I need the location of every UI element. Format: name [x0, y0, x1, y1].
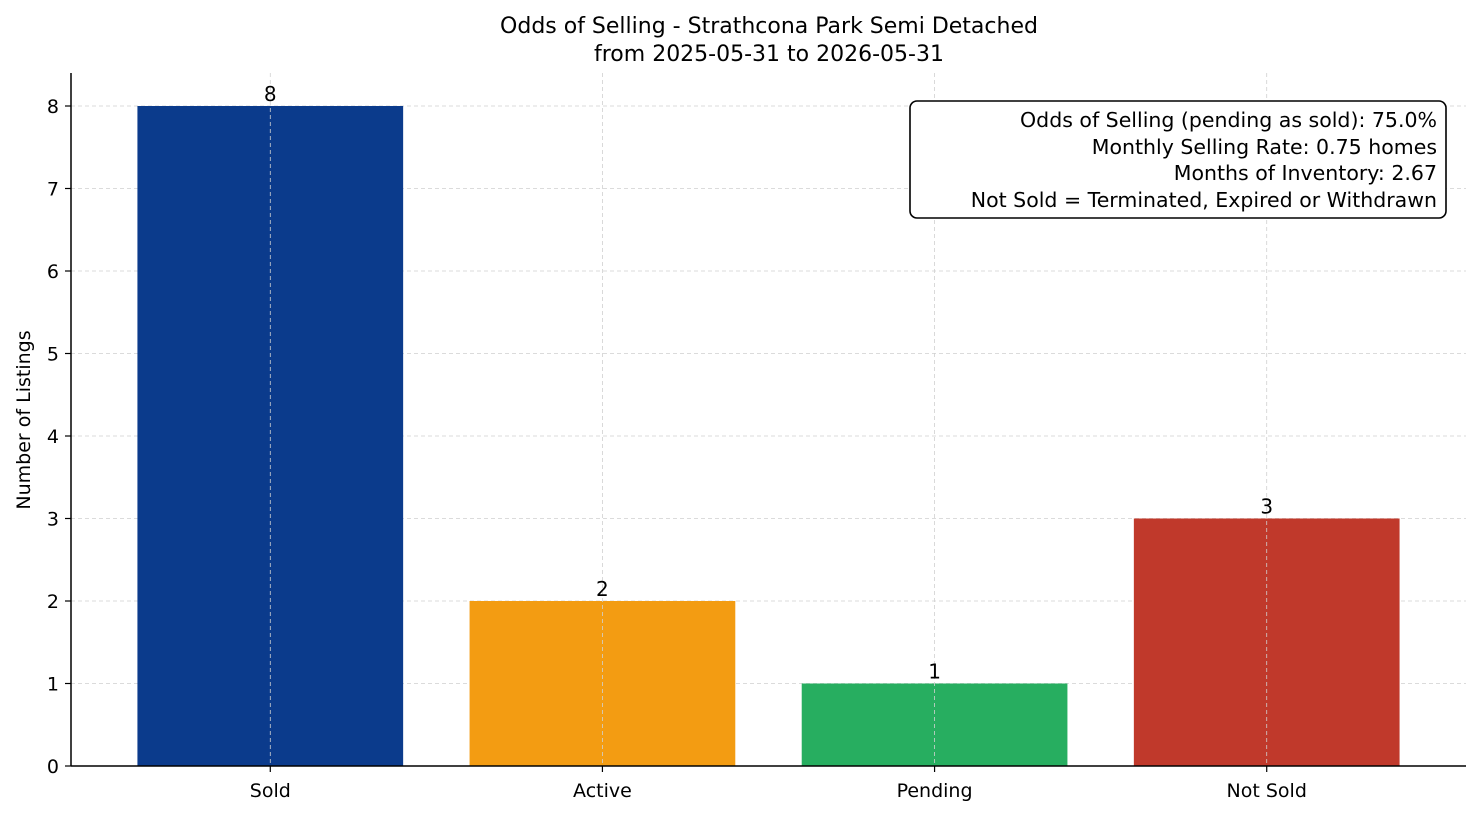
chart-subtitle: from 2025-05-31 to 2026-05-31: [594, 42, 944, 67]
y-tick-label-3: 3: [47, 509, 59, 531]
info-line-not-sold-definition: Not Sold = Terminated, Expired or Withdr…: [971, 188, 1437, 212]
y-tick-label-4: 4: [47, 426, 59, 448]
x-tick-label-pending: Pending: [897, 780, 973, 802]
x-ticks: Sold Active Pending Not Sold: [250, 766, 1307, 802]
y-tick-label-7: 7: [47, 179, 59, 201]
x-tick-label-sold: Sold: [250, 780, 291, 802]
info-box-frame: [909, 100, 1447, 219]
value-label-pending: 1: [928, 660, 941, 684]
info-line-inventory: Months of Inventory: 2.67: [1174, 161, 1437, 185]
chart-title: Odds of Selling - Strathcona Park Semi D…: [500, 14, 1038, 39]
y-ticks: 0 1 2 3 4 5 6 7 8: [47, 96, 71, 778]
y-axis-label: Number of Listings: [13, 330, 35, 509]
x-tick-label-active: Active: [573, 780, 632, 802]
y-tick-label-1: 1: [47, 674, 59, 696]
info-line-selling-rate: Monthly Selling Rate: 0.75 homes: [1092, 135, 1437, 159]
value-label-not-sold: 3: [1260, 495, 1273, 519]
y-tick-label-5: 5: [47, 344, 59, 366]
y-tick-label-6: 6: [47, 261, 59, 283]
value-label-active: 2: [596, 577, 609, 601]
value-label-sold: 8: [264, 82, 277, 106]
info-box: Odds of Selling (pending as sold): 75.0%…: [909, 100, 1447, 219]
y-tick-label-8: 8: [47, 96, 59, 118]
y-tick-label-0: 0: [47, 756, 59, 778]
info-line-odds: Odds of Selling (pending as sold): 75.0%: [1020, 108, 1437, 132]
x-tick-label-not-sold: Not Sold: [1227, 780, 1307, 802]
y-tick-label-2: 2: [47, 591, 59, 613]
value-labels: 8 2 1 3: [264, 82, 1273, 684]
bar-sold: [137, 106, 404, 766]
